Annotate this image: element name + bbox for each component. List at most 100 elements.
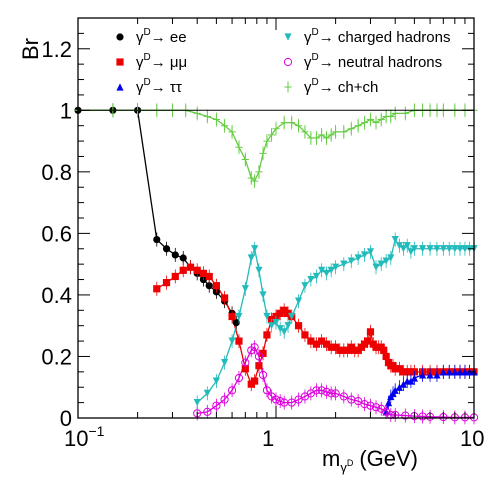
y-tick-label: 0.8 — [41, 160, 72, 185]
data-point-chplusch — [366, 113, 375, 126]
legend-marker-tautau — [116, 83, 124, 91]
data-point-charged-hadrons — [391, 235, 399, 244]
series-line-chplusch — [78, 109, 474, 183]
data-point-chplusch — [354, 120, 362, 132]
data-point-charged-hadrons — [372, 263, 380, 271]
data-point-neutral-hadrons — [212, 401, 221, 410]
data-point-mumu — [366, 328, 375, 336]
data-point-chplusch — [318, 129, 326, 141]
data-point-charged-hadrons — [284, 322, 292, 330]
data-point-mumu — [186, 263, 195, 271]
y-tick-label: 0 — [60, 406, 72, 431]
data-point-tautau — [391, 386, 399, 394]
data-point-neutral-hadrons — [312, 386, 321, 395]
data-point-charged-hadrons — [418, 245, 427, 253]
data-point-mumu — [179, 266, 187, 274]
legend-label-neutral-hadrons: γD→ neutral hadrons — [304, 52, 442, 71]
data-point-charged-hadrons — [267, 322, 276, 330]
x-axis-title-unit: (GeV) — [359, 446, 418, 471]
data-point-charged-hadrons — [276, 325, 284, 333]
data-point-neutral-hadrons — [258, 370, 268, 380]
y-tick-label: 0.6 — [41, 221, 72, 246]
data-point-chplusch — [228, 126, 236, 138]
data-point-charged-hadrons — [241, 285, 249, 293]
data-point-tautau — [407, 377, 415, 385]
data-point-mumu — [312, 340, 321, 348]
data-point-chplusch — [263, 135, 271, 147]
data-point-mumu — [380, 346, 388, 354]
data-point-mumu — [284, 309, 292, 317]
x-tick-label: 10−1 — [64, 423, 105, 451]
data-point-charged-hadrons — [255, 266, 263, 274]
data-point-neutral-hadrons — [294, 395, 303, 404]
data-point-neutral-hadrons — [317, 386, 326, 395]
data-point-neutral-hadrons — [371, 403, 381, 412]
data-point-ee — [179, 254, 187, 262]
data-point-chplusch — [360, 117, 369, 129]
data-point-chplusch — [401, 107, 409, 119]
data-point-charged-hadrons — [220, 359, 229, 367]
plot-frame — [77, 17, 475, 419]
data-point-charged-hadrons — [410, 245, 418, 253]
data-point-mumu — [363, 337, 372, 345]
series-line-mumu — [156, 266, 474, 386]
data-point-chplusch — [322, 132, 331, 144]
x-axis-title-m: m — [322, 446, 340, 471]
data-point-chplusch — [312, 132, 321, 144]
data-point-charged-hadrons — [340, 260, 348, 268]
data-point-mumu — [228, 312, 236, 321]
data-point-tautau — [461, 368, 469, 376]
y-axis-title: Br — [18, 38, 43, 60]
data-point-chplusch — [235, 141, 243, 153]
data-point-charged-hadrons — [322, 269, 331, 277]
data-point-ee — [153, 235, 161, 244]
data-point-chplusch — [272, 123, 280, 135]
data-point-charged-hadrons — [451, 245, 459, 253]
data-point-mumu — [382, 352, 390, 361]
data-point-neutral-hadrons — [354, 396, 363, 406]
series-markers — [74, 103, 479, 425]
data-point-charged-hadrons — [251, 245, 259, 253]
data-point-charged-hadrons — [433, 245, 441, 253]
data-point-mumu — [307, 337, 315, 345]
data-point-chplusch — [332, 126, 340, 138]
data-point-ee — [162, 245, 171, 253]
data-point-tautau — [439, 368, 447, 376]
data-point-ee — [205, 282, 213, 290]
data-point-charged-hadrons — [366, 248, 375, 256]
data-point-chplusch — [259, 147, 267, 159]
data-point-chplusch — [241, 153, 249, 166]
data-point-mumu — [395, 365, 404, 373]
data-point-mumu — [391, 365, 399, 373]
data-point-neutral-hadrons — [203, 407, 212, 416]
data-point-ee — [171, 251, 179, 259]
data-point-mumu — [199, 269, 208, 277]
legend-label-mumu: γD→ μμ — [136, 52, 187, 71]
data-point-charged-hadrons — [280, 328, 288, 336]
data-point-chplusch — [255, 166, 263, 178]
data-point-mumu — [280, 306, 288, 314]
legend-marker-ee — [116, 33, 124, 41]
data-point-mumu — [235, 337, 243, 345]
data-point-chplusch — [372, 117, 380, 129]
data-point-tautau — [451, 368, 459, 376]
data-point-charged-hadrons — [307, 275, 315, 284]
data-point-tautau — [395, 383, 404, 391]
data-point-charged-hadrons — [272, 319, 280, 327]
data-point-chplusch — [288, 117, 296, 129]
data-point-tautau — [384, 399, 393, 407]
data-point-mumu — [403, 368, 411, 376]
data-point-charged-hadrons — [407, 248, 415, 256]
data-point-neutral-hadrons — [250, 343, 259, 352]
x-tick-label: 10 — [460, 426, 484, 451]
data-point-chplusch — [280, 117, 288, 129]
data-point-charged-hadrons — [318, 266, 326, 274]
legend-marker-neutral-hadrons — [283, 57, 293, 67]
data-point-mumu — [327, 343, 335, 351]
legend-label-chplusch: γD→ ch+ch — [304, 77, 378, 96]
y-tick-label: 0.4 — [41, 283, 72, 308]
data-point-chplusch — [347, 123, 355, 135]
data-point-mumu — [255, 362, 263, 370]
legend-marker-chplusch — [284, 81, 292, 93]
